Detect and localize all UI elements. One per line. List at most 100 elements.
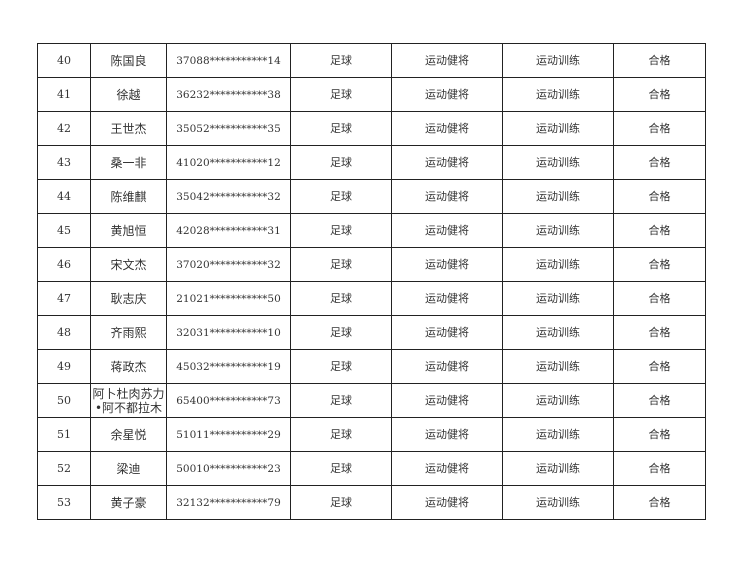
table-row: 41 徐越 36232***********38 足球 运动健将 运动训练 合格 — [37, 77, 706, 112]
table-row: 42 王世杰 35052***********35 足球 运动健将 运动训练 合格 — [37, 111, 706, 146]
athlete-name-cell: 桑一非 — [90, 145, 167, 180]
sport-cell: 足球 — [290, 383, 392, 418]
athlete-name-cell: 余星悦 — [90, 417, 167, 452]
table-row: 49 蒋政杰 45032***********19 足球 运动健将 运动训练 合格 — [37, 349, 706, 384]
grade-level-cell: 运动健将 — [391, 77, 503, 112]
id-number-cell: 32031***********10 — [166, 315, 291, 350]
grade-level-cell: 运动健将 — [391, 43, 503, 78]
id-number-cell: 50010***********23 — [166, 451, 291, 486]
table-row: 47 耿志庆 21021***********50 足球 运动健将 运动训练 合格 — [37, 281, 706, 316]
category-cell: 运动训练 — [502, 485, 614, 520]
row-number-cell: 47 — [37, 281, 91, 316]
id-number-cell: 32132***********79 — [166, 485, 291, 520]
athlete-name-cell: 梁迪 — [90, 451, 167, 486]
table-row: 45 黄旭恒 42028***********31 足球 运动健将 运动训练 合格 — [37, 213, 706, 248]
sport-cell: 足球 — [290, 43, 392, 78]
grade-level-cell: 运动健将 — [391, 451, 503, 486]
result-cell: 合格 — [613, 349, 706, 384]
result-cell: 合格 — [613, 383, 706, 418]
id-number-cell: 42028***********31 — [166, 213, 291, 248]
sport-cell: 足球 — [290, 315, 392, 350]
sport-cell: 足球 — [290, 145, 392, 180]
category-cell: 运动训练 — [502, 281, 614, 316]
table-row: 46 宋文杰 37020***********32 足球 运动健将 运动训练 合格 — [37, 247, 706, 282]
id-number-cell: 21021***********50 — [166, 281, 291, 316]
athlete-name-cell: 王世杰 — [90, 111, 167, 146]
athlete-name-cell: 陈维麒 — [90, 179, 167, 214]
result-cell: 合格 — [613, 111, 706, 146]
table-row: 43 桑一非 41020***********12 足球 运动健将 运动训练 合格 — [37, 145, 706, 180]
result-cell: 合格 — [613, 247, 706, 282]
id-number-cell: 41020***********12 — [166, 145, 291, 180]
athlete-name-cell: 宋文杰 — [90, 247, 167, 282]
category-cell: 运动训练 — [502, 315, 614, 350]
result-cell: 合格 — [613, 145, 706, 180]
athlete-name-cell: 黄子豪 — [90, 485, 167, 520]
sport-cell: 足球 — [290, 213, 392, 248]
sport-cell: 足球 — [290, 77, 392, 112]
category-cell: 运动训练 — [502, 77, 614, 112]
id-number-cell: 37088***********14 — [166, 43, 291, 78]
sport-cell: 足球 — [290, 485, 392, 520]
table-row: 53 黄子豪 32132***********79 足球 运动健将 运动训练 合格 — [37, 485, 706, 520]
row-number-cell: 53 — [37, 485, 91, 520]
id-number-cell: 65400***********73 — [166, 383, 291, 418]
row-number-cell: 50 — [37, 383, 91, 418]
row-number-cell: 42 — [37, 111, 91, 146]
category-cell: 运动训练 — [502, 179, 614, 214]
category-cell: 运动训练 — [502, 383, 614, 418]
category-cell: 运动训练 — [502, 213, 614, 248]
row-number-cell: 46 — [37, 247, 91, 282]
table-row: 40 陈国良 37088***********14 足球 运动健将 运动训练 合格 — [37, 43, 706, 78]
grade-level-cell: 运动健将 — [391, 145, 503, 180]
grade-level-cell: 运动健将 — [391, 213, 503, 248]
row-number-cell: 49 — [37, 349, 91, 384]
sport-cell: 足球 — [290, 247, 392, 282]
table-row: 50 阿卜杜肉苏力•阿不都拉木 65400***********73 足球 运动健将 运动… — [37, 383, 706, 418]
sport-cell: 足球 — [290, 417, 392, 452]
athlete-name-cell: 徐越 — [90, 77, 167, 112]
result-cell: 合格 — [613, 213, 706, 248]
result-cell: 合格 — [613, 77, 706, 112]
category-cell: 运动训练 — [502, 247, 614, 282]
table-body: 40 陈国良 37088***********14 足球 运动健将 运动训练 合格 41 徐越 3… — [37, 43, 706, 520]
grade-level-cell: 运动健将 — [391, 383, 503, 418]
row-number-cell: 44 — [37, 179, 91, 214]
athlete-name-cell: 耿志庆 — [90, 281, 167, 316]
athlete-qualification-table: 40 陈国良 37088***********14 足球 运动健将 运动训练 合格 41 徐越 3… — [37, 43, 706, 520]
table-row: 48 齐雨熙 32031***********10 足球 运动健将 运动训练 合格 — [37, 315, 706, 350]
grade-level-cell: 运动健将 — [391, 315, 503, 350]
id-number-cell: 51011***********29 — [166, 417, 291, 452]
grade-level-cell: 运动健将 — [391, 179, 503, 214]
id-number-cell: 37020***********32 — [166, 247, 291, 282]
row-number-cell: 48 — [37, 315, 91, 350]
sport-cell: 足球 — [290, 451, 392, 486]
grade-level-cell: 运动健将 — [391, 247, 503, 282]
athlete-name-cell: 蒋政杰 — [90, 349, 167, 384]
athlete-name-cell: 齐雨熙 — [90, 315, 167, 350]
sport-cell: 足球 — [290, 111, 392, 146]
row-number-cell: 43 — [37, 145, 91, 180]
grade-level-cell: 运动健将 — [391, 417, 503, 452]
id-number-cell: 35052***********35 — [166, 111, 291, 146]
grade-level-cell: 运动健将 — [391, 349, 503, 384]
id-number-cell: 35042***********32 — [166, 179, 291, 214]
result-cell: 合格 — [613, 179, 706, 214]
category-cell: 运动训练 — [502, 111, 614, 146]
category-cell: 运动训练 — [502, 43, 614, 78]
sport-cell: 足球 — [290, 179, 392, 214]
result-cell: 合格 — [613, 417, 706, 452]
grade-level-cell: 运动健将 — [391, 111, 503, 146]
table-row: 44 陈维麒 35042***********32 足球 运动健将 运动训练 合格 — [37, 179, 706, 214]
athlete-name-cell: 黄旭恒 — [90, 213, 167, 248]
athlete-name-cell: 阿卜杜肉苏力•阿不都拉木 — [90, 383, 167, 418]
grade-level-cell: 运动健将 — [391, 485, 503, 520]
result-cell: 合格 — [613, 281, 706, 316]
category-cell: 运动训练 — [502, 349, 614, 384]
row-number-cell: 45 — [37, 213, 91, 248]
row-number-cell: 52 — [37, 451, 91, 486]
category-cell: 运动训练 — [502, 145, 614, 180]
id-number-cell: 45032***********19 — [166, 349, 291, 384]
result-cell: 合格 — [613, 43, 706, 78]
result-cell: 合格 — [613, 451, 706, 486]
